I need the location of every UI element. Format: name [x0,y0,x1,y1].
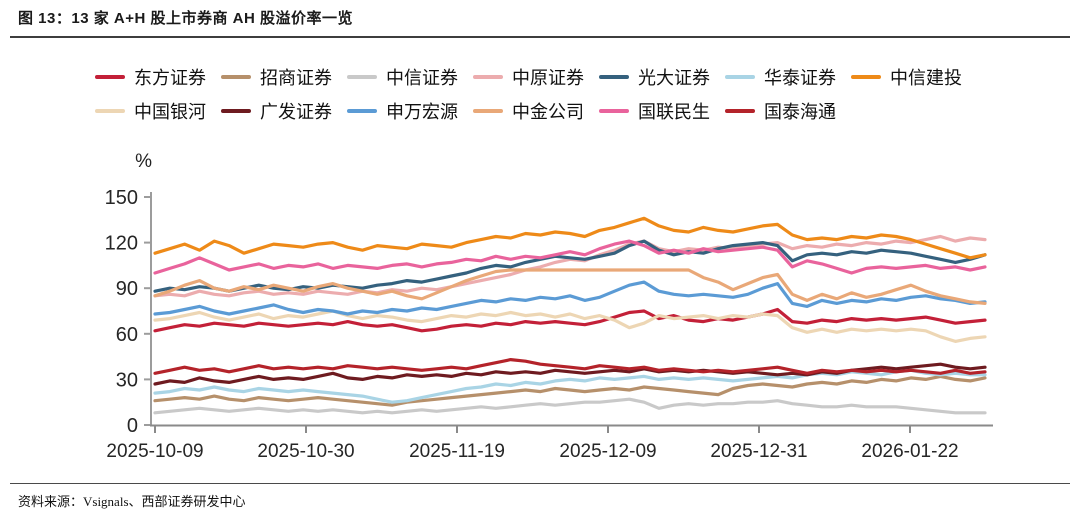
y-tick-label: 90 [116,278,138,300]
legend-label: 中原证券 [512,68,584,88]
legend-swatch [347,109,377,113]
legend-swatch [221,109,251,113]
legend-item: 招商证券 [221,64,332,90]
legend-swatch [851,75,881,79]
legend-item: 国联民生 [599,98,710,124]
legend-item: 东方证券 [95,64,206,90]
legend-label: 招商证券 [260,68,332,88]
title-divider [10,36,1070,38]
series-line-东方证券 [153,307,987,333]
premium-rate-line-chart: 0 30 60 90 120 150% 2025-10-09 2025-10-30 2025-1… [105,151,993,462]
legend-swatch [473,109,503,113]
legend-label: 中金公司 [512,102,584,122]
legend-swatch [473,75,503,79]
legend-swatch [347,75,377,79]
legend-swatch [599,109,629,113]
legend-item: 华泰证券 [725,64,836,90]
y-tick-label: 150 [105,187,138,209]
legend-item: 申万宏源 [347,98,458,124]
legend-label: 国泰海通 [764,102,836,122]
legend-label: 光大证券 [638,68,710,88]
y-tick-label: 0 [127,415,138,437]
series-line-中信建投 [153,216,987,260]
y-axis-unit-label: % [135,151,152,172]
legend-label: 中信证券 [386,68,458,88]
legend-label: 华泰证券 [764,68,836,88]
legend-item: 光大证券 [599,64,710,90]
x-tick-label: 2026-01-22 [861,441,958,462]
legend-swatch [95,75,125,79]
series-line-申万宏源 [153,280,987,316]
legend-swatch [725,109,755,113]
legend-label: 广发证券 [260,102,332,122]
legend-label: 中国银河 [134,102,206,122]
series-line-中国银河 [153,309,987,343]
figure-title: 图 13：13 家 A+H 股上市券商 AH 股溢价率一览 [18,10,353,27]
x-tick-label: 2025-11-19 [409,441,505,462]
legend-label: 国联民生 [638,102,710,122]
x-tick-label: 2025-10-30 [257,441,354,462]
y-tick-label: 30 [116,369,138,391]
series-line-国泰海通 [153,358,987,375]
legend-item: 中金公司 [473,98,584,124]
legend-item: 中原证券 [473,64,584,90]
legend-item: 中国银河 [95,98,206,124]
legend-row: 中国银河 广发证券 申万宏源 中金公司 国联民生 国泰海通 [95,96,977,126]
footer-divider [10,483,1070,484]
legend-label: 中信建投 [890,68,962,88]
series-line-中金公司 [153,268,987,305]
series-line-国联民生 [153,239,987,275]
x-tick-label: 2025-12-09 [559,441,656,462]
legend-swatch [725,75,755,79]
legend-item: 中信证券 [347,64,458,90]
source-note: 资料来源：Vsignals、西部证券研发中心 [18,494,246,509]
legend-label: 东方证券 [134,68,206,88]
legend-item: 中信建投 [851,64,962,90]
series-line-华泰证券 [153,368,987,404]
series-line-中信证券 [153,397,987,415]
legend-item: 国泰海通 [725,98,836,124]
legend-label: 申万宏源 [386,102,458,122]
legend-swatch [221,75,251,79]
x-tick-label: 2025-10-09 [106,441,203,462]
chart-legend: 东方证券 招商证券 中信证券 中原证券 光大证券 华泰证券 中信建投中国银河 广发证券 申万宏源… [95,62,977,126]
legend-swatch [95,109,125,113]
legend-item: 广发证券 [221,98,332,124]
series-line-招商证券 [153,374,987,407]
y-tick-label: 60 [116,324,138,346]
x-tick-label: 2025-12-31 [710,441,807,462]
legend-row: 东方证券 招商证券 中信证券 中原证券 光大证券 华泰证券 中信建投 [95,62,977,92]
y-tick-label: 120 [105,233,138,255]
legend-swatch [599,75,629,79]
